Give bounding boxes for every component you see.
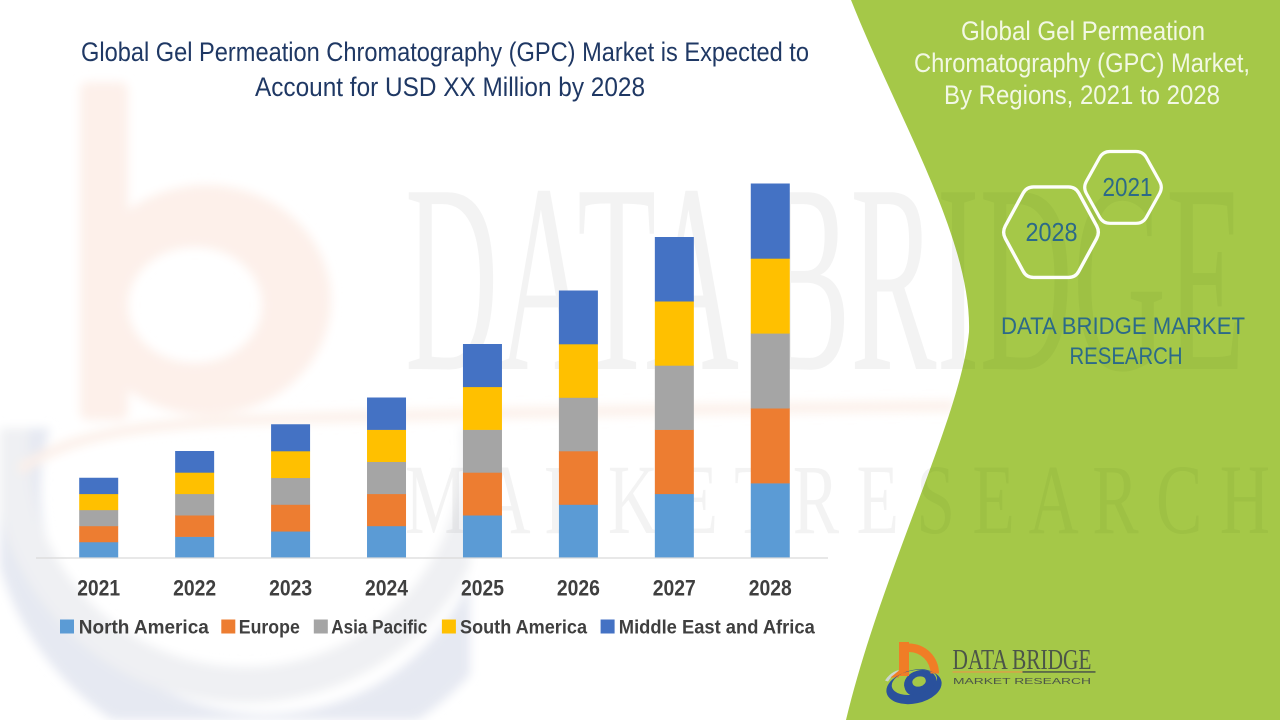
- svg-text:Chromatography (GPC) Market,: Chromatography (GPC) Market,: [914, 48, 1250, 78]
- svg-text:North America: North America: [79, 617, 209, 639]
- svg-text:2026: 2026: [557, 576, 600, 601]
- svg-text:2024: 2024: [365, 576, 408, 601]
- svg-text:Global Gel Permeation Chromato: Global Gel Permeation Chromatography (GP…: [81, 37, 809, 67]
- svg-text:DATA BRIDGE MARKET: DATA BRIDGE MARKET: [1001, 313, 1245, 340]
- svg-text:2021: 2021: [77, 576, 120, 601]
- svg-text:Global Gel Permeation: Global Gel Permeation: [961, 16, 1205, 46]
- svg-text:Europe: Europe: [239, 617, 300, 639]
- svg-text:2025: 2025: [461, 576, 504, 601]
- svg-text:MARKET RESEARCH: MARKET RESEARCH: [953, 676, 1091, 686]
- svg-text:RESEARCH: RESEARCH: [1070, 343, 1183, 370]
- svg-text:2023: 2023: [269, 576, 312, 601]
- svg-text:Account for USD XX Million by: Account for USD XX Million by 2028: [255, 72, 645, 102]
- svg-text:2022: 2022: [173, 576, 216, 601]
- svg-text:By Regions, 2021 to 2028: By Regions, 2021 to 2028: [944, 80, 1220, 110]
- svg-text:Asia Pacific: Asia Pacific: [331, 617, 427, 639]
- svg-text:2028: 2028: [1026, 217, 1078, 247]
- svg-text:2028: 2028: [749, 576, 792, 601]
- svg-text:2021: 2021: [1103, 172, 1153, 202]
- svg-text:South America: South America: [460, 617, 587, 639]
- svg-text:Middle East and Africa: Middle East and Africa: [619, 617, 815, 639]
- svg-text:DATA BRIDGE: DATA BRIDGE: [953, 645, 1092, 676]
- svg-text:2027: 2027: [653, 576, 696, 601]
